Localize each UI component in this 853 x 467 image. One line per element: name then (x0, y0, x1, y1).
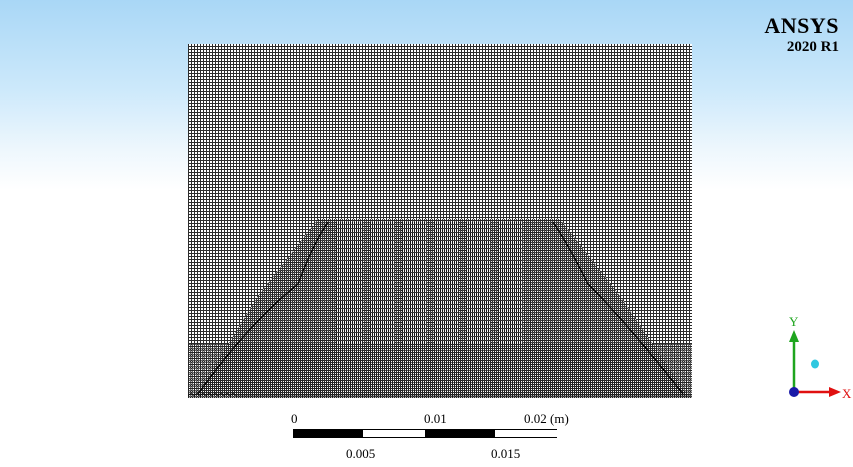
mesh-display[interactable] (188, 44, 692, 398)
scale-segment-4 (495, 429, 557, 438)
y-axis-label: Y (789, 314, 799, 329)
scale-segment-1 (293, 429, 363, 438)
axis-triad[interactable]: Y X (775, 312, 853, 412)
ansys-logo: ANSYS 2020 R1 (764, 14, 839, 56)
brand-version: 2020 R1 (786, 39, 839, 55)
scale-label-0-02-m: 0.02 (m) (524, 411, 569, 426)
axis-triad-graphic (789, 330, 841, 397)
refined-mesh-region (188, 219, 692, 398)
brand-name: ANSYS (764, 13, 839, 38)
scale-label-0-015: 0.015 (491, 446, 521, 461)
scale-segment-2 (363, 429, 425, 438)
x-axis-label: X (842, 386, 852, 401)
scale-segment-3 (425, 429, 495, 438)
scale-label-0-005: 0.005 (346, 446, 376, 461)
scale-label-0-01: 0.01 (424, 411, 447, 426)
scale-label-0: 0 (291, 411, 298, 426)
